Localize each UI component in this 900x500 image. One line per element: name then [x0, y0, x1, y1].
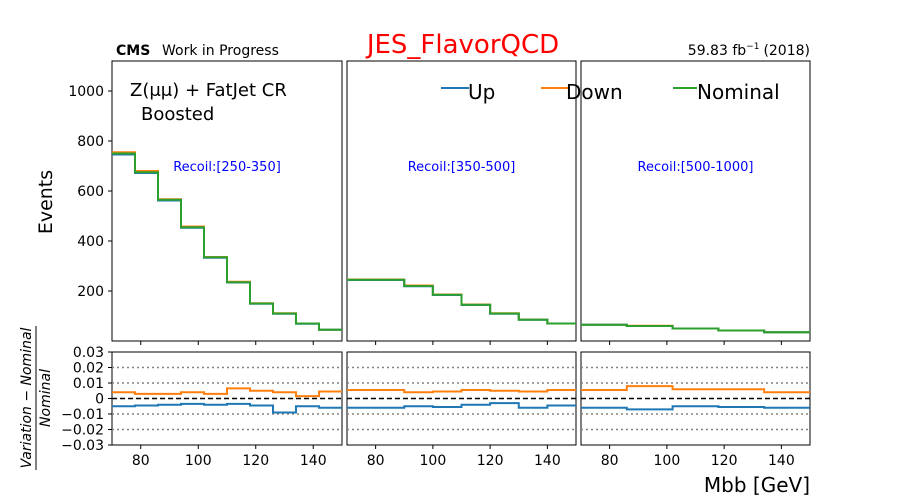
ratio-line-down [581, 385, 810, 394]
main-plot-frame [346, 60, 577, 342]
main-plot-series [581, 323, 810, 334]
cms-suffix: Work in Progress [162, 43, 279, 59]
main-plot-frame [580, 60, 811, 342]
ratio-plot-series [347, 366, 576, 431]
lumi-year: (2018) [763, 43, 810, 59]
ratio-line-down [112, 387, 342, 398]
ratio-line-up [112, 402, 342, 414]
x-tick-label: 80 [367, 453, 385, 469]
legend-label-down: Down [566, 80, 623, 104]
recoil-label: Recoil:[500-1000] [638, 160, 754, 175]
y-axis-label-events: Events [35, 170, 57, 234]
legend-label-up: Up [468, 80, 495, 104]
lumi-value: 59.83 fb [688, 43, 746, 59]
main-plot-series [347, 278, 576, 325]
ratio-y-tick-label: 0.01 [73, 376, 104, 392]
legend-label-nominal: Nominal [697, 80, 780, 104]
series-line-nominal [112, 152, 342, 331]
main-plot-frame [111, 60, 343, 342]
y-tick-label: 1000 [68, 84, 104, 100]
ratio-plot-series [581, 366, 810, 431]
ratio-plot-series [112, 366, 342, 431]
x-tick-label: 140 [768, 453, 795, 469]
y-axis-label-ratio: Variation − Nominal Nominal [19, 326, 54, 470]
series-line-nominal [581, 323, 810, 334]
x-tick-label: 120 [477, 453, 504, 469]
x-tick-label: 140 [300, 453, 327, 469]
ratio-label-numerator: Variation − Nominal [19, 327, 35, 468]
x-tick-label: 120 [711, 453, 738, 469]
luminosity-label: 59.83 fb−1 (2018) [688, 42, 810, 59]
series-line-up [112, 153, 342, 331]
x-tick-label: 80 [132, 453, 150, 469]
y-tick-label: 600 [77, 184, 104, 200]
ratio-y-tick-label: 0.03 [73, 345, 104, 361]
lumi-exponent: −1 [746, 42, 759, 52]
panel-1: Recoil:[250-350] 80 100 120 140 200 400 600 800 1… [61, 60, 343, 469]
panel-3: Recoil:[500-1000] 80 100 120 140 [580, 60, 811, 469]
recoil-label: Recoil:[350-500] [408, 160, 516, 175]
x-tick-label: 100 [654, 453, 681, 469]
y-tick-label: 400 [77, 234, 104, 250]
legend: Up Down Nominal [441, 80, 780, 104]
ratio-y-tick-label: −0.02 [61, 423, 104, 439]
ratio-y-tick-label: −0.03 [61, 438, 104, 454]
panels: Recoil:[250-350]80 100 120 1402004006008001… [61, 60, 811, 469]
series-line-nominal [347, 278, 576, 325]
cms-label: CMS [116, 43, 150, 59]
recoil-label: Recoil:[250-350] [173, 160, 281, 175]
x-tick-label: 120 [242, 453, 269, 469]
panel-2: Recoil:[350-500] 80 100 120 140 [346, 60, 577, 469]
x-tick-label: 100 [420, 453, 447, 469]
ratio-line-up [581, 405, 810, 411]
x-tick-label: 140 [534, 453, 561, 469]
y-tick-label: 800 [77, 134, 104, 150]
main-plot-series [112, 151, 342, 331]
region-label: Z(μμ) + FatJet CR [130, 80, 287, 101]
x-tick-label: 80 [601, 453, 619, 469]
ratio-y-tick-label: 0.02 [73, 361, 104, 377]
x-axis-label: Mbb [GeV] [704, 473, 810, 497]
ratio-y-tick-label: 0 [95, 392, 104, 408]
plot-title: JES_FlavorQCD [365, 30, 559, 60]
x-tick-label: 100 [185, 453, 212, 469]
region-sublabel: Boosted [141, 104, 214, 125]
ratio-line-down [347, 388, 576, 394]
ratio-label-denominator: Nominal [38, 369, 54, 427]
y-tick-label: 200 [77, 284, 104, 300]
series-line-down [112, 151, 342, 331]
ratio-line-up [347, 402, 576, 409]
ratio-y-tick-label: −0.01 [61, 407, 104, 423]
